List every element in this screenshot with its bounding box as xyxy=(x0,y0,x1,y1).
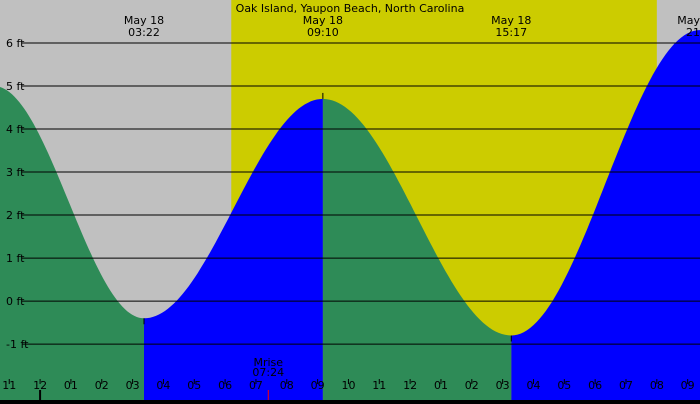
y-tick-label: 4 ft xyxy=(6,123,25,136)
x-tick-label: 01 xyxy=(64,379,78,392)
x-tick-label: 05 xyxy=(187,379,201,392)
x-tick-label: 10 xyxy=(341,379,355,392)
x-tick-label: 11 xyxy=(372,379,386,392)
y-tick-label: 6 ft xyxy=(6,37,25,50)
y-tick-label: 3 ft xyxy=(6,166,25,179)
extreme-time-label: 09:10 xyxy=(307,26,339,39)
falling-tide-area xyxy=(0,87,144,400)
extreme-date-label: May 18 xyxy=(124,14,164,27)
x-tick-label: 03 xyxy=(126,379,140,392)
extreme-time-label: 21 xyxy=(686,26,700,39)
extreme-date-label: May 18 xyxy=(303,14,343,27)
chart-title: Oak Island, Yaupon Beach, North Carolina xyxy=(236,2,465,15)
extreme-time-label: 03:22 xyxy=(128,26,160,39)
falling-tide-area xyxy=(322,98,512,401)
x-tick-label: 01 xyxy=(434,379,448,392)
x-tick-label: 05 xyxy=(557,379,571,392)
y-tick-label: 1 ft xyxy=(6,252,25,265)
x-tick-label: 02 xyxy=(465,379,479,392)
x-tick-label: 08 xyxy=(650,379,664,392)
x-tick-label: 02 xyxy=(95,379,109,392)
x-tick-label: 06 xyxy=(588,379,602,392)
x-tick-label: 09 xyxy=(681,379,695,392)
x-tick-label: 07 xyxy=(249,379,263,392)
x-tick-label: 12 xyxy=(33,379,47,392)
x-tick-label: 11 xyxy=(2,379,16,392)
extreme-date-label: May xyxy=(677,14,700,27)
x-tick-label: 04 xyxy=(526,379,540,392)
y-tick-label: 2 ft xyxy=(6,209,25,222)
moonrise-name: Mrise xyxy=(253,356,283,369)
extreme-time-label: 15:17 xyxy=(495,26,527,39)
x-tick-label: 03 xyxy=(496,379,510,392)
x-tick-label: 04 xyxy=(156,379,170,392)
x-tick-label: 08 xyxy=(280,379,294,392)
extreme-date-label: May 18 xyxy=(491,14,531,27)
x-tick-label: 12 xyxy=(403,379,417,392)
y-tick-label: 0 ft xyxy=(6,295,25,308)
x-tick-label: 06 xyxy=(218,379,232,392)
rising-tide-area xyxy=(144,98,323,401)
y-tick-label: -1 ft xyxy=(6,338,29,351)
moonrise-time: 07:24 xyxy=(252,366,284,379)
x-tick-label: 07 xyxy=(619,379,633,392)
y-tick-label: 5 ft xyxy=(6,80,25,93)
x-tick-label: 09 xyxy=(311,379,325,392)
